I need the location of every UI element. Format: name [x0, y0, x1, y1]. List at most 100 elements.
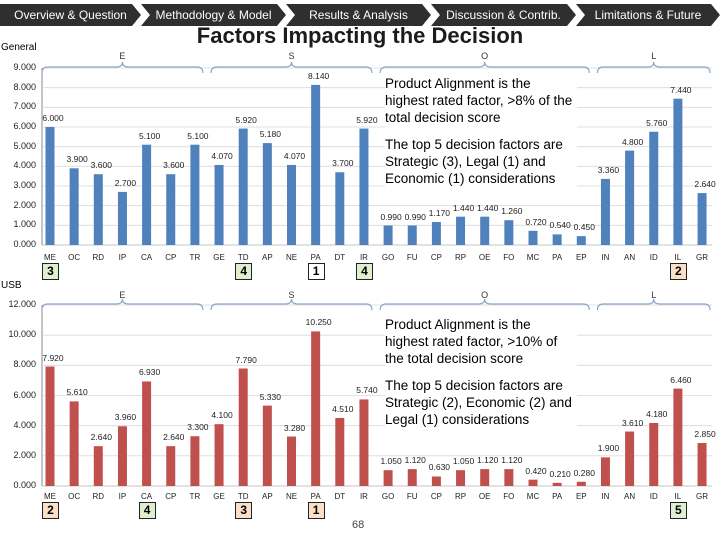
bar-ep: [576, 236, 586, 245]
value-label: 5.330: [259, 391, 281, 402]
callout-text: The top 5 decision factors are Strategic…: [385, 137, 563, 186]
category-label: DT: [334, 253, 346, 262]
category-label: GE: [213, 492, 225, 501]
bar-rp: [456, 470, 466, 486]
rank-badge: 3: [235, 502, 253, 519]
value-label: 4.070: [283, 150, 306, 161]
y-tick-label: 2.000: [13, 449, 36, 460]
group-letter: O: [481, 290, 489, 300]
bar-go: [383, 225, 393, 245]
rank-badge: 2: [42, 502, 59, 519]
category-label: OC: [68, 492, 81, 501]
value-label: 5.100: [187, 130, 209, 141]
value-label: 3.600: [163, 160, 185, 171]
value-label: 1.050: [380, 456, 402, 467]
bar-ge: [214, 424, 224, 486]
value-label: 4.070: [211, 150, 233, 161]
value-label: 1.260: [501, 206, 523, 217]
nav-tab-methodology[interactable]: Methodology & Model: [141, 4, 286, 26]
value-label: 1.900: [597, 443, 620, 454]
y-tick-label: 4.000: [13, 419, 36, 430]
nav-tab-limitations[interactable]: Limitations & Future: [576, 4, 720, 26]
value-label: 0.720: [525, 216, 547, 227]
category-label: PA: [310, 492, 321, 501]
category-label: TR: [189, 253, 201, 262]
rank-badge: 2: [669, 263, 687, 280]
category-label: NE: [285, 253, 298, 262]
value-label: 0.540: [549, 220, 571, 231]
bar-il: [673, 388, 683, 486]
category-label: AP: [262, 492, 273, 501]
category-label: IR: [359, 253, 368, 262]
insight-callout: Product Alignment is the highest rated f…: [385, 75, 577, 195]
y-tick-label: 6.000: [13, 121, 36, 131]
bar-mc: [528, 230, 538, 245]
value-label: 4.800: [621, 136, 644, 147]
category-label: GE: [213, 253, 225, 262]
panel-label-usb: USB: [1, 280, 22, 291]
bar-in: [600, 178, 610, 245]
category-label: NE: [285, 492, 298, 501]
category-label: IL: [674, 492, 682, 501]
bar-an: [625, 150, 635, 245]
group-brace: [596, 298, 711, 311]
bar-id: [649, 131, 659, 245]
y-tick-label: 6.000: [13, 389, 36, 400]
y-tick-label: 0.000: [13, 480, 36, 490]
category-label: TD: [237, 253, 249, 262]
category-label: RD: [92, 492, 105, 501]
group-letter: L: [651, 290, 657, 300]
nav-tab-results[interactable]: Results & Analysis: [286, 4, 431, 26]
bar-cp: [431, 221, 441, 245]
category-label: CP: [430, 253, 442, 262]
value-label: 2.640: [90, 432, 112, 443]
rank-badge: 1: [307, 263, 325, 280]
value-label: 5.610: [66, 387, 88, 398]
category-label: CP: [165, 492, 177, 501]
category-label: MC: [526, 253, 540, 262]
nav-tab-discussion[interactable]: Discussion & Contrib.: [431, 4, 576, 26]
category-label: MC: [526, 492, 540, 501]
panel-label-general: General: [1, 42, 37, 53]
bar-pa: [311, 331, 321, 486]
bar-go: [383, 470, 393, 486]
category-label: TR: [189, 492, 201, 501]
value-label: 2.850: [694, 429, 716, 439]
bar-td: [238, 128, 248, 245]
category-label: EP: [575, 492, 587, 501]
bar-tr: [190, 144, 200, 245]
group-brace: [210, 298, 373, 311]
category-label: FU: [406, 253, 418, 262]
category-label: GR: [696, 492, 709, 501]
value-label: 6.930: [138, 367, 161, 378]
category-label: IP: [118, 492, 127, 501]
category-label: PA: [552, 492, 563, 501]
bar-fu: [407, 469, 417, 486]
value-label: 2.640: [694, 179, 716, 190]
bar-ep: [576, 481, 586, 486]
category-label: CP: [165, 253, 177, 262]
value-label: 1.440: [477, 202, 499, 213]
group-brace: [379, 298, 590, 311]
group-brace: [210, 61, 373, 74]
value-label: 0.990: [380, 211, 402, 222]
value-label: 6.460: [670, 374, 692, 385]
group-letter: S: [288, 51, 295, 61]
rank-badge: 3: [42, 263, 59, 280]
bar-oe: [480, 216, 490, 245]
group-brace: [379, 61, 590, 74]
y-tick-label: 4.000: [13, 160, 36, 171]
value-label: 1.170: [428, 207, 451, 218]
value-label: 5.180: [259, 129, 281, 140]
category-label: AN: [624, 492, 636, 501]
category-label: OE: [478, 253, 491, 262]
value-label: 5.760: [646, 117, 668, 128]
category-label: IP: [118, 253, 127, 262]
nav-tab-overview[interactable]: Overview & Question: [0, 4, 141, 26]
category-label: GO: [381, 253, 395, 262]
bar-tr: [190, 436, 200, 486]
bar-ir: [359, 128, 369, 245]
category-label: IR: [359, 492, 368, 501]
y-tick-label: 0.000: [13, 239, 36, 249]
